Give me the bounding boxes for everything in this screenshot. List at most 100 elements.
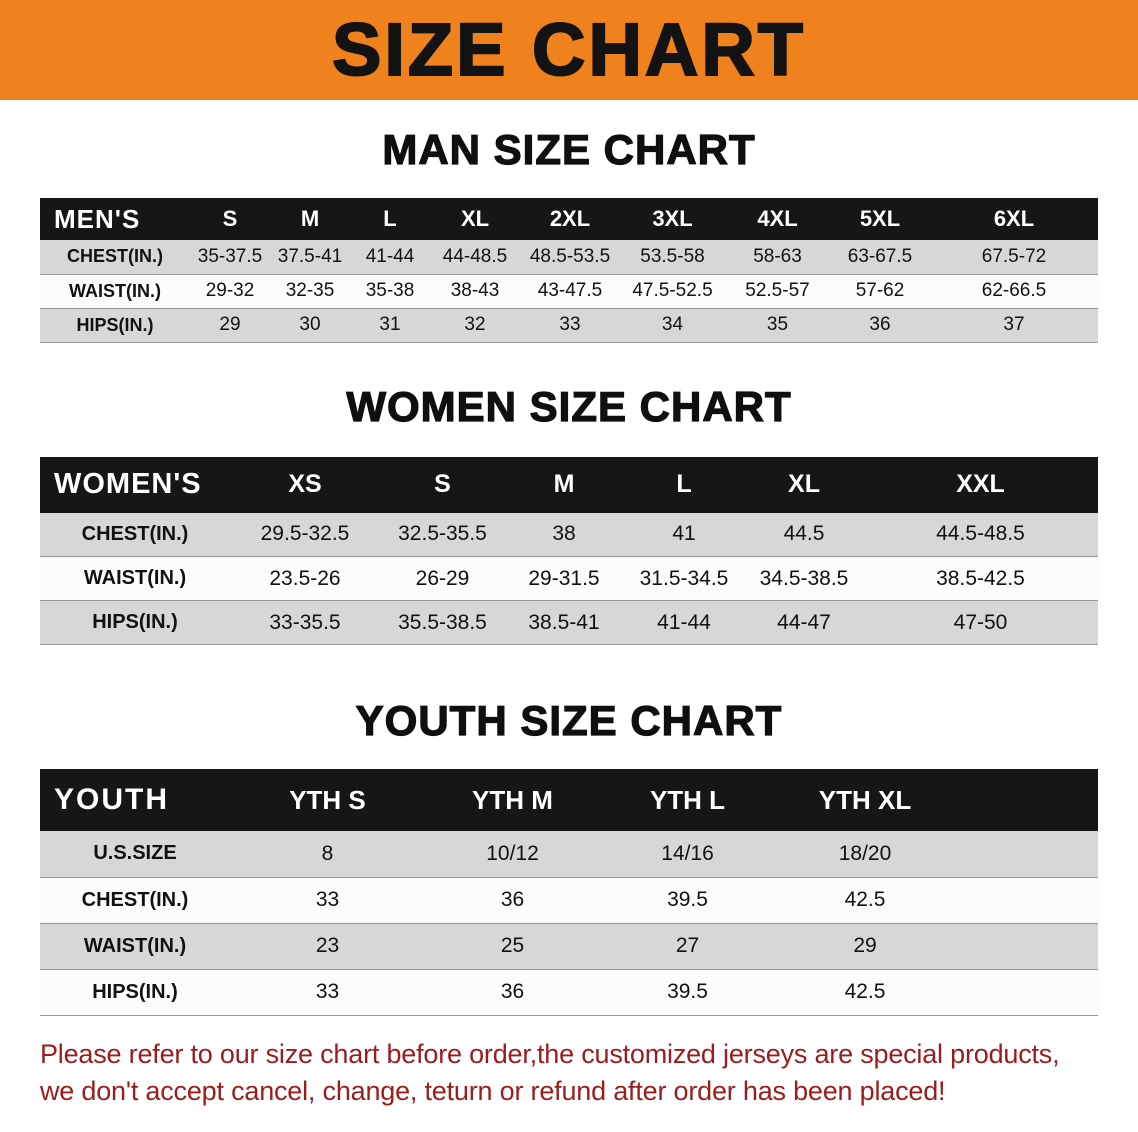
measurement-label: U.S.SIZE [93,842,177,865]
men-size-table: MEN'S S M L XL 2XL 3XL 4XL 5XL 6XL CHEST(IN.) 35-37… [40,198,1098,343]
size-value: 35.5-38.5 [398,610,487,634]
size-value: 43-47.5 [537,280,603,301]
size-value: 38.5-42.5 [936,566,1025,590]
size-chart-banner: SIZE CHART [0,0,1138,100]
size-value: 32-35 [285,280,335,301]
size-value: 39.5 [667,888,708,911]
size-value: 29-31.5 [528,566,600,590]
measurement-row: CHEST(IN.) 33 36 39.5 42.5 [40,877,1098,923]
size-value: 29 [853,934,877,957]
size-value: 47.5-52.5 [632,280,713,301]
size-column-header: S [434,470,451,498]
filler-cell [955,831,1098,877]
size-value: 44.5-48.5 [936,522,1025,546]
size-header-row: MEN'S S M L XL 2XL 3XL 4XL 5XL 6XL [40,198,1098,240]
size-value: 31 [379,314,401,335]
size-value: 34.5-38.5 [759,566,849,590]
measurement-row: CHEST(IN.) 29.5-32.5 32.5-35.5 38 41 44.5 44.5… [40,512,1098,557]
size-value: 37 [1003,314,1025,335]
page-title: SIZE CHART [331,8,806,91]
size-value: 35 [766,314,789,335]
size-column-header: M [553,470,575,498]
size-value: 26-29 [415,566,470,590]
size-column-header: 6XL [993,206,1035,231]
size-value: 36 [500,888,525,911]
youth-size-chart-title: YOUTH SIZE CHART [355,696,783,744]
size-value: 39.5 [667,980,708,1003]
measurement-row: HIPS(IN.) 33-35.5 35.5-38.5 38.5-41 41-44 44-… [40,600,1098,645]
size-value: 67.5-72 [981,245,1047,267]
size-value: 38-43 [450,280,500,301]
size-value: 35-38 [365,280,415,301]
size-value: 32.5-35.5 [398,522,487,546]
size-value: 10/12 [486,841,539,865]
size-column-header: L [676,470,692,498]
size-column-header: YTH L [649,784,726,815]
filler-cell [955,769,1098,831]
measurement-row: WAIST(IN.) 23.5-26 26-29 29-31.5 31.5-34.5 34… [40,556,1098,601]
size-column-header: YTH M [472,784,553,815]
measurement-label: WAIST(IN.) [69,280,161,301]
disclaimer-line-2: we don't accept cancel, change, teturn o… [40,1075,946,1106]
size-column-header: XL [788,470,820,498]
filler-cell [955,969,1098,1015]
size-column-header: XS [288,470,322,498]
size-column-header: 2XL [549,206,591,231]
size-value: 38 [552,522,576,546]
measurement-row: HIPS(IN.) 29 30 31 32 33 34 35 36 37 [40,308,1098,342]
size-value: 47-50 [953,610,1008,634]
women-size-chart-title: WOMEN SIZE CHART [346,382,792,430]
size-value: 44.5 [783,522,825,546]
size-value: 35-37.5 [197,245,263,267]
size-column-header: 5XL [859,206,901,231]
size-value: 62-66.5 [981,280,1047,301]
size-value: 29 [219,314,241,335]
size-value: 44-48.5 [442,245,508,267]
size-value: 33 [559,314,581,335]
measurement-label: HIPS(IN.) [92,611,178,633]
size-value: 8 [321,841,334,865]
filler-cell [955,923,1098,969]
size-value: 14/16 [661,841,714,865]
measurement-label: WAIST(IN.) [83,934,187,957]
size-column-header: YTH XL [818,784,912,815]
size-value: 32 [464,314,486,335]
size-column-header: 3XL [652,206,693,231]
size-value: 18/20 [838,841,892,865]
size-value: 41-44 [365,245,415,267]
size-value: 34 [661,314,684,335]
size-value: 25 [500,934,525,957]
size-column-header: XL [460,206,490,231]
measurement-label: CHEST(IN.) [67,246,163,267]
size-value: 37.5-41 [277,245,343,267]
size-value: 44-47 [777,610,831,634]
size-value: 33 [315,980,340,1003]
size-value: 57-62 [855,280,905,301]
size-value: 36 [500,980,525,1003]
size-value: 33 [315,888,340,911]
size-column-header: YTH S [289,784,366,815]
size-value: 63-67.5 [847,245,913,267]
size-value: 48.5-53.5 [529,245,611,267]
size-column-header: M [300,206,320,231]
men-size-chart-title: MAN SIZE CHART [382,125,756,173]
group-label: WOMEN'S [54,468,202,500]
measurement-label: HIPS(IN.) [76,314,154,335]
size-value: 42.5 [844,888,886,911]
measurement-label: CHEST(IN.) [81,522,189,545]
size-value: 36 [869,314,891,335]
group-label: MEN'S [54,203,141,234]
measurement-label: WAIST(IN.) [83,567,187,589]
size-header-row: WOMEN'S XS S M L XL XXL [40,456,1098,513]
size-value: 30 [299,314,321,335]
size-value: 29.5-32.5 [260,522,350,546]
size-value: 52.5-57 [745,280,810,301]
size-column-header: L [383,206,397,231]
youth-size-table: YOUTH YTH S YTH M YTH L YTH XL U.S.SIZE 8 10/12… [40,769,1098,1016]
women-size-table: WOMEN'S XS S M L XL XXL CHEST(IN.) 29.5-32.5 32.5… [40,456,1098,646]
measurement-row: WAIST(IN.) 23 25 27 29 [40,923,1098,969]
size-value: 31.5-34.5 [639,566,729,590]
group-label: YOUTH [54,783,169,816]
size-column-header: XXL [956,470,1005,498]
measurement-row: CHEST(IN.) 35-37.5 37.5-41 41-44 44-48.5 48.5… [40,240,1098,274]
